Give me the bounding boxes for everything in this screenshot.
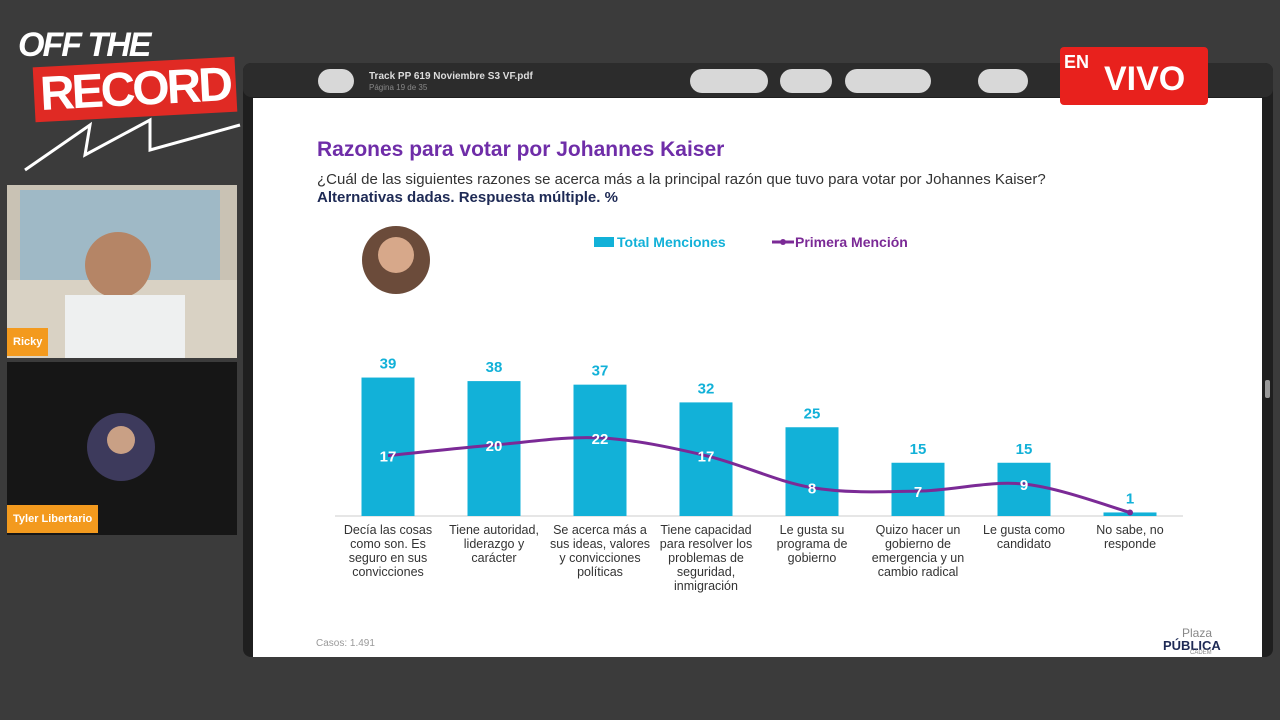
chart-subtitle: ¿Cuál de las siguientes razones se acerc… (317, 171, 1046, 188)
x-tick-label: Le gusta como candidato (983, 523, 1065, 551)
bar (785, 427, 839, 516)
live-badge: EN (1064, 52, 1090, 72)
bar-value-label: 39 (380, 356, 397, 373)
x-tick-label: Tiene capacidad para resolver los proble… (659, 523, 753, 593)
live-badge: VIVO (1104, 60, 1186, 98)
legend-label: Primera Mención (795, 234, 908, 250)
line (387, 436, 1131, 514)
bar-value-label: 15 (910, 441, 927, 458)
logo-line: OFF THE (18, 26, 151, 64)
x-tick-label: Se acerca más a sus ideas, valores y con… (549, 523, 651, 579)
page-number: Página 19 de 35 (369, 83, 428, 92)
x-tick-label: Tiene autoridad, liderazgo y carácter (449, 523, 539, 565)
x-tick-label: Quizo hacer un gobierno de emergencia y … (871, 523, 965, 579)
chart-note: Alternativas dadas. Respuesta múltiple. … (317, 189, 618, 206)
brand: PÚBLICA (1163, 638, 1221, 653)
line-value-label: 7 (914, 484, 922, 501)
host-label: Tyler Libertario (7, 505, 99, 533)
bar (997, 462, 1051, 516)
file-name: Track PP 619 Noviembre S3 VF.pdf (369, 71, 533, 82)
x-tick-label: Decía las cosas como son. Es seguro en s… (343, 523, 433, 579)
brand: CADEM (1190, 650, 1212, 656)
line-value-label: 22 (592, 431, 609, 448)
footnote: Casos: 1.491 (316, 638, 375, 649)
bar-value-label: 1 (1126, 490, 1134, 507)
brand: Plaza (1182, 626, 1213, 640)
line-value-label: 17 (380, 449, 397, 466)
bar (361, 377, 415, 516)
legend-label: Total Menciones (617, 234, 726, 250)
legend-swatch (780, 239, 786, 245)
bar-value-label: 25 (804, 405, 821, 422)
logo: OFF THE RECORD (16, 26, 238, 176)
line-value-label: 8 (808, 481, 816, 498)
x-tick-label: Le gusta su programa de gobierno (776, 523, 848, 565)
bar-value-label: 32 (698, 380, 715, 397)
chart-title: Razones para votar por Johannes Kaiser (317, 138, 725, 161)
line-value-label: 20 (486, 438, 503, 455)
bar (467, 381, 521, 516)
bar (573, 384, 627, 516)
line-value-label: 17 (698, 449, 715, 466)
host-label: Ricky (7, 328, 49, 356)
line-value-label: 9 (1020, 477, 1028, 494)
bar-value-label: 15 (1016, 441, 1033, 458)
bar-value-label: 37 (592, 363, 609, 380)
line-point (1127, 509, 1133, 516)
legend-swatch (594, 237, 614, 247)
bar-value-label: 38 (486, 359, 503, 376)
x-tick-label: No sabe, no responde (1096, 523, 1164, 551)
